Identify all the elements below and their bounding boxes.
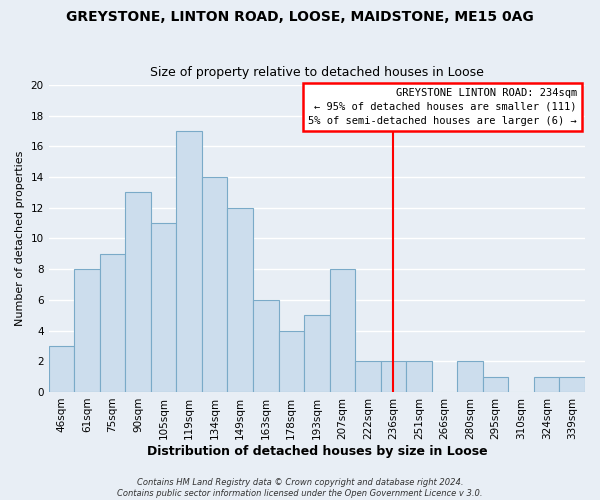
Text: GREYSTONE, LINTON ROAD, LOOSE, MAIDSTONE, ME15 0AG: GREYSTONE, LINTON ROAD, LOOSE, MAIDSTONE… [66,10,534,24]
Text: GREYSTONE LINTON ROAD: 234sqm
← 95% of detached houses are smaller (111)
5% of s: GREYSTONE LINTON ROAD: 234sqm ← 95% of d… [308,88,577,126]
X-axis label: Distribution of detached houses by size in Loose: Distribution of detached houses by size … [146,444,487,458]
Bar [49,346,74,392]
Bar [534,376,559,392]
Bar [151,223,176,392]
Bar [329,269,355,392]
Bar [125,192,151,392]
Bar [380,361,406,392]
Bar [406,361,432,392]
Bar [100,254,125,392]
Bar [355,361,380,392]
Bar [559,376,585,392]
Bar [253,300,278,392]
Y-axis label: Number of detached properties: Number of detached properties [15,150,25,326]
Bar [202,177,227,392]
Text: Contains HM Land Registry data © Crown copyright and database right 2024.
Contai: Contains HM Land Registry data © Crown c… [117,478,483,498]
Bar [278,330,304,392]
Bar [176,131,202,392]
Title: Size of property relative to detached houses in Loose: Size of property relative to detached ho… [150,66,484,80]
Bar [227,208,253,392]
Bar [304,315,329,392]
Bar [457,361,483,392]
Bar [74,269,100,392]
Bar [483,376,508,392]
